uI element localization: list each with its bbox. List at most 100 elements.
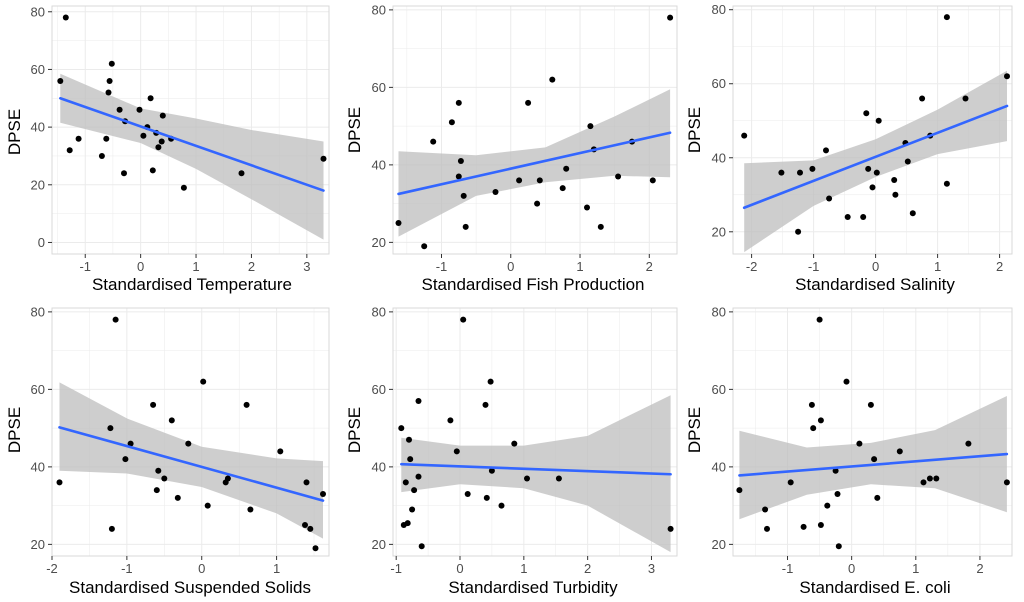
panel-suspended-solids-point-24 xyxy=(320,491,326,497)
panel-suspended-solids-point-0 xyxy=(56,479,63,486)
panel-turbidity-point-10 xyxy=(418,543,425,550)
panel-e-coli-point-19 xyxy=(896,448,903,455)
panel-turbidity-x-tick-label-3: 2 xyxy=(584,561,591,576)
panel-fish-production: -1 0 1 2 20 40 60 80 Standardised Fish Producti… xyxy=(345,2,678,294)
panel-fish-production-point-1 xyxy=(421,243,428,250)
panel-temperature-point-16 xyxy=(149,167,156,174)
panel-turbidity-point-12 xyxy=(453,448,460,455)
panel-suspended-solids-y-tick-label-1: 40 xyxy=(31,459,45,474)
panel-turbidity-point-7 xyxy=(411,487,418,494)
panel-temperature-point-20 xyxy=(159,112,166,119)
panel-suspended-solids-x-tick-label-0: -2 xyxy=(46,561,58,576)
panel-salinity-x-tick-label-0: -2 xyxy=(746,259,758,274)
panel-temperature-point-1 xyxy=(62,14,69,21)
panel-salinity-point-5 xyxy=(823,147,829,154)
panel-salinity-y-tick-label-1: 40 xyxy=(712,150,726,165)
panel-suspended-solids-point-11 xyxy=(174,494,181,501)
panel-salinity-point-3 xyxy=(797,169,803,176)
panel-fish-production-point-7 xyxy=(460,192,467,199)
panel-temperature-point-3 xyxy=(75,135,82,142)
panel-turbidity-point-2 xyxy=(402,479,409,486)
panel-temperature-y-tick-label-0: 0 xyxy=(38,235,45,250)
panel-suspended-solids-point-7 xyxy=(153,487,160,494)
panel-e-coli-point-1 xyxy=(762,506,769,513)
panel-salinity-point-6 xyxy=(826,195,833,202)
panel-turbidity-plot: -1 0 1 2 3 20 40 60 80 xyxy=(372,304,678,576)
panel-salinity-point-19 xyxy=(919,95,926,102)
panel-e-coli-y-tick-label-3: 80 xyxy=(712,304,726,319)
panel-fish-production-x-tick-label-2: 1 xyxy=(576,259,583,274)
panel-salinity-point-4 xyxy=(809,165,816,172)
panel-e-coli-point-13 xyxy=(835,543,842,550)
panel-turbidity-y-axis-title: DPSE xyxy=(345,407,364,453)
panel-turbidity-point-11 xyxy=(447,417,454,424)
panel-temperature-point-15 xyxy=(147,95,154,102)
panel-salinity-point-11 xyxy=(869,184,876,191)
panel-fish-production-point-8 xyxy=(462,223,469,230)
panel-fish-production-plot: -1 0 1 2 20 40 60 80 xyxy=(372,2,678,274)
panel-turbidity-point-16 xyxy=(483,494,490,501)
panel-temperature-point-12 xyxy=(136,106,143,113)
panel-suspended-solids-x-axis-title: Standardised Suspended Solids xyxy=(69,578,311,597)
panel-fish-production-fit-line xyxy=(397,131,672,196)
panel-salinity-point-15 xyxy=(892,191,899,198)
panel-salinity-y-tick-label-3: 80 xyxy=(712,2,726,17)
panel-temperature-point-18 xyxy=(155,144,162,151)
panel-turbidity-x-tick-label-4: 3 xyxy=(648,561,655,576)
panel-temperature-point-23 xyxy=(238,170,245,177)
panel-turbidity-x-tick-label-2: 1 xyxy=(520,561,527,576)
panel-salinity-point-21 xyxy=(943,14,950,21)
panel-e-coli: -1 0 1 2 20 40 60 80 Standardised E. coli DPSE xyxy=(685,304,1013,597)
panel-e-coli-point-17 xyxy=(871,456,878,463)
panel-suspended-solids-point-1 xyxy=(107,425,114,432)
panel-fish-production-border xyxy=(392,5,678,255)
panel-e-coli-point-0 xyxy=(736,487,743,494)
panel-fish-production-point-10 xyxy=(516,177,523,184)
panel-turbidity-point-8 xyxy=(415,398,422,404)
panel-temperature-confidence-band xyxy=(60,73,324,240)
panel-fish-production-point-23 xyxy=(649,177,656,184)
panel-suspended-solids-point-18 xyxy=(247,506,254,513)
panel-salinity-point-24 xyxy=(1004,73,1010,80)
panel-fish-production-point-4 xyxy=(455,99,462,106)
panel-suspended-solids-y-tick-label-2: 60 xyxy=(31,382,45,397)
panel-fish-production-point-12 xyxy=(534,200,541,207)
panel-e-coli-point-20 xyxy=(920,479,927,486)
panel-e-coli-y-tick-label-0: 20 xyxy=(712,537,726,552)
panel-temperature-point-19 xyxy=(158,138,165,145)
panel-salinity-point-13 xyxy=(875,117,882,124)
panel-suspended-solids-point-21 xyxy=(303,479,310,486)
panel-temperature-border xyxy=(51,5,330,255)
panel-fish-production-y-tick-label-3: 80 xyxy=(372,2,386,17)
panel-temperature-x-tick-label-2: 1 xyxy=(192,259,199,274)
panel-salinity-point-9 xyxy=(863,110,870,117)
panel-salinity-y-axis-title: DPSE xyxy=(685,107,704,153)
panel-fish-production-point-6 xyxy=(457,158,464,164)
panel-turbidity-point-4 xyxy=(406,436,412,443)
panel-fish-production-point-9 xyxy=(492,189,499,195)
panel-turbidity-y-tick-label-2: 60 xyxy=(372,382,386,397)
panel-e-coli-point-11 xyxy=(832,467,839,474)
panel-temperature-point-5 xyxy=(103,135,110,142)
panel-temperature-y-axis-title: DPSE xyxy=(5,109,24,155)
panel-turbidity-x-tick-label-0: -1 xyxy=(390,561,402,576)
panel-salinity-border xyxy=(732,5,1013,255)
panel-suspended-solids-point-6 xyxy=(150,401,157,408)
panel-fish-production-x-tick-label-3: 2 xyxy=(646,259,653,274)
panel-e-coli-point-23 xyxy=(965,440,972,447)
panel-e-coli-point-24 xyxy=(1003,479,1010,486)
panel-fish-production-point-16 xyxy=(563,165,570,172)
panel-fish-production-x-tick-label-0: -1 xyxy=(436,259,448,274)
panel-temperature-point-22 xyxy=(180,184,187,191)
panel-turbidity-point-17 xyxy=(487,378,494,385)
panel-salinity-point-17 xyxy=(904,158,911,165)
panel-fish-production-point-14 xyxy=(549,76,556,83)
panel-temperature-y-tick-label-4: 80 xyxy=(31,4,45,19)
panel-fish-production-point-13 xyxy=(536,177,543,184)
panel-temperature-point-0 xyxy=(57,78,64,84)
panel-temperature-point-6 xyxy=(105,89,112,96)
panel-fish-production-point-5 xyxy=(455,173,462,180)
panel-temperature-fit-line xyxy=(59,96,325,192)
panel-suspended-solids-point-14 xyxy=(204,502,211,509)
panel-temperature-point-11 xyxy=(121,170,127,177)
